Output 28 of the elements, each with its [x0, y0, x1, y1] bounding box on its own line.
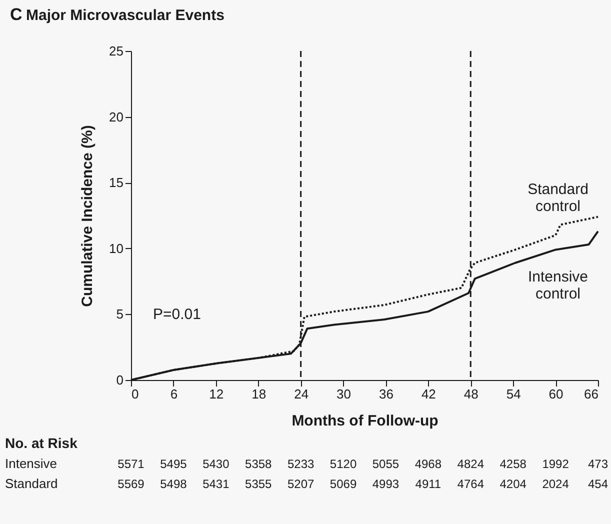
y-tick-label: 25 [109, 44, 124, 58]
x-tick-label: 66 [584, 386, 598, 402]
text: Intensive 5571 5495 5430 5358 5233 5120 5055 4968 4824 4258 1992 473 [5, 456, 608, 471]
chart-title: Major Microvascular Events [26, 7, 224, 24]
x-tick-label: 48 [464, 386, 478, 402]
x-tick-label: 18 [252, 386, 266, 402]
x-tick-label: 6 [170, 386, 178, 402]
annotation: P=0.01 [153, 306, 201, 323]
text: C [10, 5, 22, 24]
x-tick-label: 54 [506, 386, 521, 402]
x-tick-label: 24 [294, 386, 309, 402]
x-tick-label: 60 [548, 386, 564, 402]
x-axis-title: Months of Follow-up [292, 412, 438, 430]
series-label: Standard control [528, 180, 588, 215]
y-tick-label: 20 [109, 109, 124, 124]
x-tick-label: 0 [132, 386, 139, 402]
y-tick-label: 10 [109, 240, 124, 256]
series-label: Intensive control [528, 268, 588, 302]
x-tick-label: 12 [209, 386, 224, 402]
x-tick-label: 30 [336, 386, 352, 402]
text: Standard 5569 5498 5431 5355 5207 5069 4993 4911 4764 4204 2024 454 [5, 476, 608, 491]
y-tick-label: 0 [116, 372, 124, 388]
x-tick-label: 42 [421, 386, 436, 402]
y-tick-label: 5 [116, 306, 124, 322]
text: No. at Risk [5, 435, 78, 451]
x-tick-label: 36 [378, 386, 394, 402]
y-axis-title: Cumulative Incidence (%) [79, 125, 96, 307]
y-tick-label: 15 [109, 175, 124, 190]
